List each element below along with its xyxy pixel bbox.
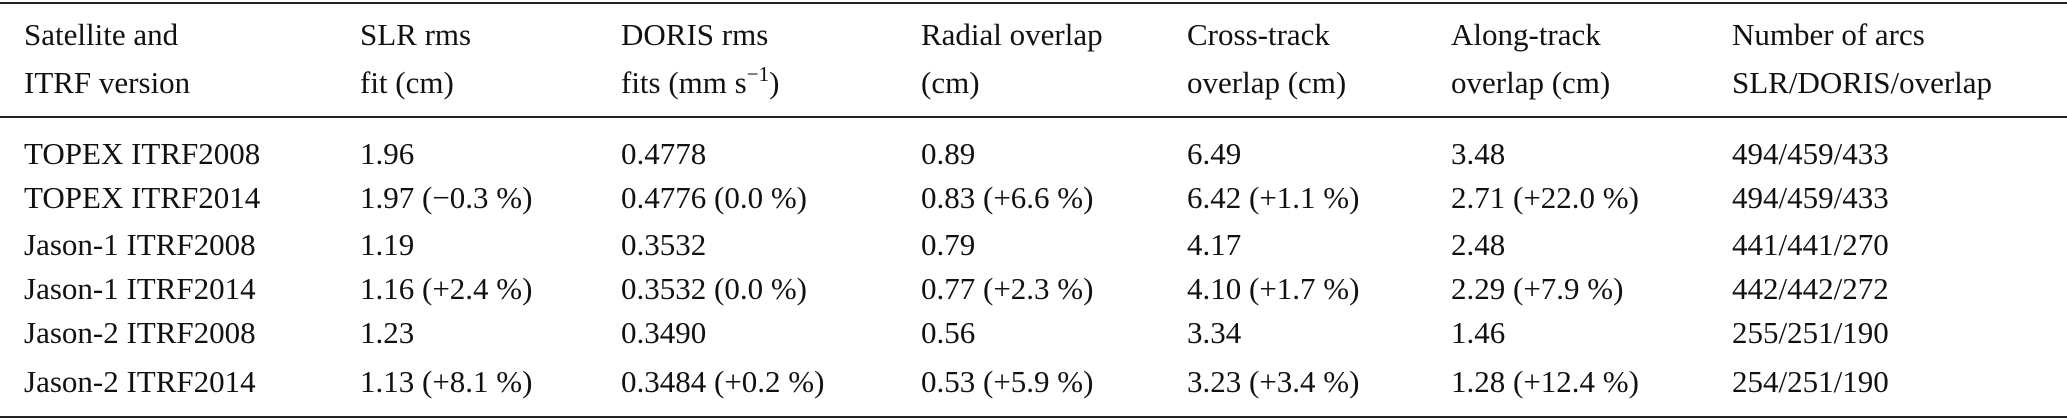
- table-cell: 0.4778: [621, 136, 707, 171]
- table-cell: 254/251/190: [1732, 364, 1889, 399]
- header-text: ): [769, 65, 780, 100]
- table-cell: 4.17: [1187, 227, 1242, 262]
- header-cell: Cross-track: [1187, 17, 1330, 52]
- table-cell: 442/442/272: [1732, 271, 1889, 306]
- table-cell: 0.79: [921, 227, 976, 262]
- header-text: fit (cm): [360, 65, 454, 100]
- header-superscript: −1: [746, 62, 770, 86]
- table-cell: 3.48: [1451, 136, 1506, 171]
- table-cell: 494/459/433: [1732, 180, 1889, 215]
- table-cell: 0.83 (+6.6 %): [921, 180, 1094, 215]
- table-cell: Jason-1 ITRF2008: [24, 227, 256, 262]
- table-cell: 4.10 (+1.7 %): [1187, 271, 1360, 306]
- table-cell: Jason-1 ITRF2014: [24, 271, 256, 306]
- table-cell: 0.53 (+5.9 %): [921, 364, 1094, 399]
- header-cell: Along-track: [1451, 17, 1601, 52]
- header-cell: ITRF version: [24, 67, 190, 98]
- table-cell: 1.19: [360, 227, 415, 262]
- table-cell: 255/251/190: [1732, 315, 1889, 350]
- table-cell: 0.3532 (0.0 %): [621, 271, 807, 306]
- header-cell: fit (cm): [360, 67, 454, 98]
- table-cell: 3.23 (+3.4 %): [1187, 364, 1360, 399]
- table-cell: 1.96: [360, 136, 415, 171]
- header-text: fits (mm s: [621, 65, 747, 100]
- table-cell: 3.34: [1187, 315, 1242, 350]
- table-cell: 1.46: [1451, 315, 1506, 350]
- table-cell: 6.42 (+1.1 %): [1187, 180, 1360, 215]
- table-cell: 441/441/270: [1732, 227, 1889, 262]
- header-text: overlap (cm): [1187, 65, 1347, 100]
- table-cell: TOPEX ITRF2014: [24, 180, 261, 215]
- header-cell: Number of arcs: [1732, 17, 1925, 52]
- top-rule: [0, 2, 2067, 4]
- header-cell: SLR rms: [360, 17, 472, 52]
- table-cell: 0.77 (+2.3 %): [921, 271, 1094, 306]
- table-cell: 0.3490: [621, 315, 707, 350]
- header-text: (cm): [921, 65, 980, 100]
- header-text: overlap (cm): [1451, 65, 1611, 100]
- header-cell: DORIS rms: [621, 17, 769, 52]
- table-cell: 1.97 (−0.3 %): [360, 180, 533, 215]
- table-cell: 0.56: [921, 315, 976, 350]
- header-cell: Radial overlap: [921, 17, 1103, 52]
- table-cell: 2.29 (+7.9 %): [1451, 271, 1624, 306]
- header-text: SLR/DORIS/overlap: [1732, 65, 1993, 100]
- header-rule: [0, 116, 2067, 118]
- table-cell: TOPEX ITRF2008: [24, 136, 261, 171]
- table-cell: 1.13 (+8.1 %): [360, 364, 533, 399]
- table-cell: 2.48: [1451, 227, 1506, 262]
- table-cell: 0.3532: [621, 227, 707, 262]
- table-cell: 0.4776 (0.0 %): [621, 180, 807, 215]
- table-cell: 6.49: [1187, 136, 1242, 171]
- bottom-rule: [0, 416, 2067, 418]
- table-cell: 0.3484 (+0.2 %): [621, 364, 825, 399]
- table-cell: 1.23: [360, 315, 415, 350]
- header-cell: Satellite and: [24, 17, 179, 52]
- table-cell: 494/459/433: [1732, 136, 1889, 171]
- header-text: ITRF version: [24, 65, 191, 100]
- table-cell: 0.89: [921, 136, 976, 171]
- table-cell: 1.16 (+2.4 %): [360, 271, 533, 306]
- table-cell: 1.28 (+12.4 %): [1451, 364, 1639, 399]
- table-cell: 2.71 (+22.0 %): [1451, 180, 1639, 215]
- header-cell: overlap (cm): [1187, 67, 1346, 98]
- header-cell: overlap (cm): [1451, 67, 1610, 98]
- header-cell: SLR/DORIS/overlap: [1732, 67, 1992, 98]
- table-cell: Jason-2 ITRF2008: [24, 315, 256, 350]
- header-cell: fits (mm s−1): [621, 64, 780, 100]
- table-cell: Jason-2 ITRF2014: [24, 364, 256, 399]
- header-cell: (cm): [921, 67, 980, 98]
